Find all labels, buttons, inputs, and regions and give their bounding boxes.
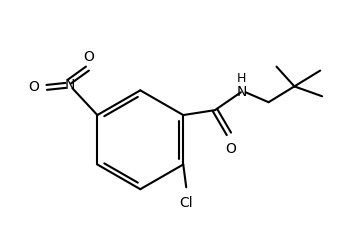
Text: O: O bbox=[28, 80, 39, 94]
Text: Cl: Cl bbox=[179, 196, 193, 210]
Text: O: O bbox=[225, 142, 236, 156]
Text: N: N bbox=[64, 78, 75, 92]
Text: N: N bbox=[236, 85, 247, 99]
Text: H: H bbox=[237, 72, 246, 85]
Text: O: O bbox=[83, 50, 94, 64]
